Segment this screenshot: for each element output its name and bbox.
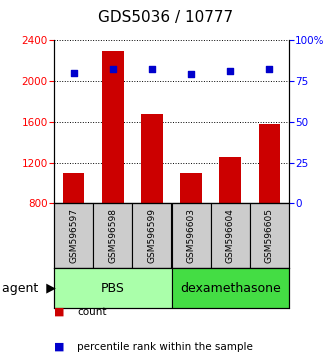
Bar	[219, 158, 241, 204]
Text: GSM596598: GSM596598	[108, 209, 117, 263]
Text: GSM596604: GSM596604	[226, 209, 235, 263]
Point	[267, 67, 272, 72]
Text: count: count	[77, 307, 107, 317]
Text: GSM596605: GSM596605	[265, 209, 274, 263]
Bar	[211, 204, 250, 268]
Text: GSM596603: GSM596603	[187, 209, 196, 263]
Point	[188, 72, 194, 77]
Text: dexamethasone: dexamethasone	[180, 282, 281, 295]
Bar	[171, 204, 211, 268]
Text: GSM596597: GSM596597	[69, 209, 78, 263]
Text: ■: ■	[54, 307, 65, 317]
Bar	[259, 124, 280, 204]
Bar	[54, 204, 93, 268]
Bar	[63, 173, 84, 204]
Text: GSM596599: GSM596599	[147, 209, 157, 263]
Point	[110, 67, 116, 72]
Text: percentile rank within the sample: percentile rank within the sample	[77, 342, 253, 352]
Bar	[102, 51, 123, 204]
Bar	[180, 173, 202, 204]
Point	[71, 70, 76, 75]
Bar	[93, 204, 132, 268]
Text: PBS: PBS	[101, 282, 125, 295]
Bar	[132, 204, 171, 268]
Text: GDS5036 / 10777: GDS5036 / 10777	[98, 10, 233, 25]
Bar	[250, 204, 289, 268]
Point	[149, 67, 155, 72]
Point	[228, 68, 233, 74]
Bar	[54, 268, 171, 308]
Bar	[171, 268, 289, 308]
Bar	[141, 114, 163, 204]
Text: ■: ■	[54, 342, 65, 352]
Text: agent  ▶: agent ▶	[2, 282, 56, 295]
